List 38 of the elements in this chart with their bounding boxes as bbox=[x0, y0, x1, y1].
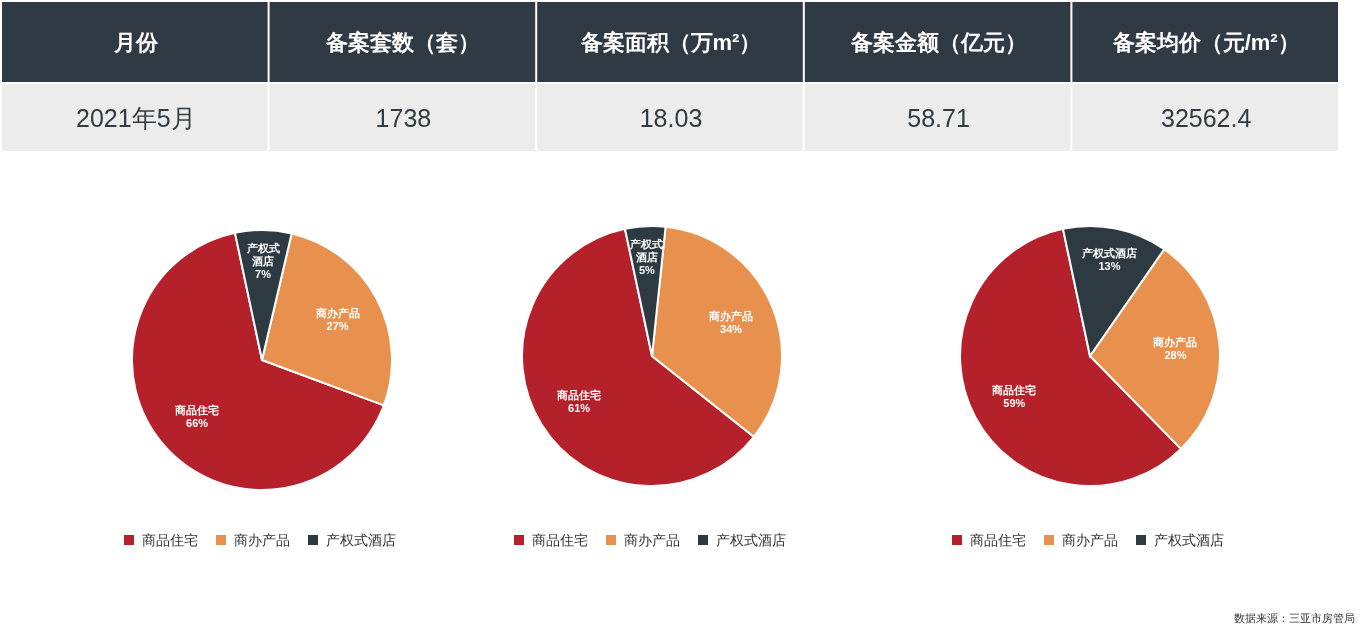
slice-label: 商品住宅 bbox=[556, 388, 602, 401]
legend-label: 商品住宅 bbox=[970, 532, 1026, 548]
slice-label: 商办产品 bbox=[1152, 336, 1198, 349]
text: 2021年5月 bbox=[76, 103, 196, 132]
slice-label: 商办产品 bbox=[708, 310, 754, 323]
legend-label: 商办产品 bbox=[624, 532, 680, 548]
slice-label: 产权式酒店 bbox=[1081, 246, 1138, 259]
source-note: 数据来源：三亚市房管局 bbox=[1234, 612, 1355, 624]
data-label: 28% bbox=[1164, 349, 1187, 362]
data-label: 13% bbox=[1098, 259, 1121, 272]
slice-label: 商品住宅 bbox=[991, 384, 1037, 397]
legend-label: 产权式酒店 bbox=[716, 532, 786, 548]
slice-label: 商品住宅 bbox=[174, 403, 220, 416]
legend-label: 商办产品 bbox=[1062, 532, 1118, 548]
data-label: 66% bbox=[186, 416, 209, 429]
text: 32562.4 bbox=[1161, 103, 1252, 132]
slice-label: 产权式酒店 bbox=[245, 242, 280, 268]
data-label: 59% bbox=[1003, 397, 1026, 410]
slice-label: 商办产品 bbox=[314, 306, 360, 319]
text: 58.71 bbox=[907, 103, 970, 132]
legend-label: 产权式酒店 bbox=[1154, 532, 1224, 548]
data-label: 7% bbox=[255, 268, 272, 281]
legend-label: 商品住宅 bbox=[532, 532, 588, 548]
category-label: 备案均价（元/m²） bbox=[1111, 29, 1300, 55]
category-label: 月份 bbox=[112, 29, 159, 55]
category-label: 备案面积（万m²） bbox=[579, 29, 762, 55]
data-label: 27% bbox=[326, 319, 349, 332]
legend-label: 商办产品 bbox=[234, 532, 290, 548]
slice-label: 产权式酒店 bbox=[629, 238, 664, 264]
text: 18.03 bbox=[639, 103, 703, 132]
category-label: 备案套数（套） bbox=[325, 29, 481, 55]
data-label: 34% bbox=[720, 323, 743, 336]
legend-label: 产权式酒店 bbox=[326, 532, 396, 548]
category-label: 备案金额（亿元） bbox=[849, 29, 1027, 55]
legend-label: 商品住宅 bbox=[142, 532, 198, 548]
data-label: 61% bbox=[568, 401, 591, 414]
text: 1738 bbox=[375, 103, 432, 132]
data-label: 5% bbox=[638, 264, 655, 277]
